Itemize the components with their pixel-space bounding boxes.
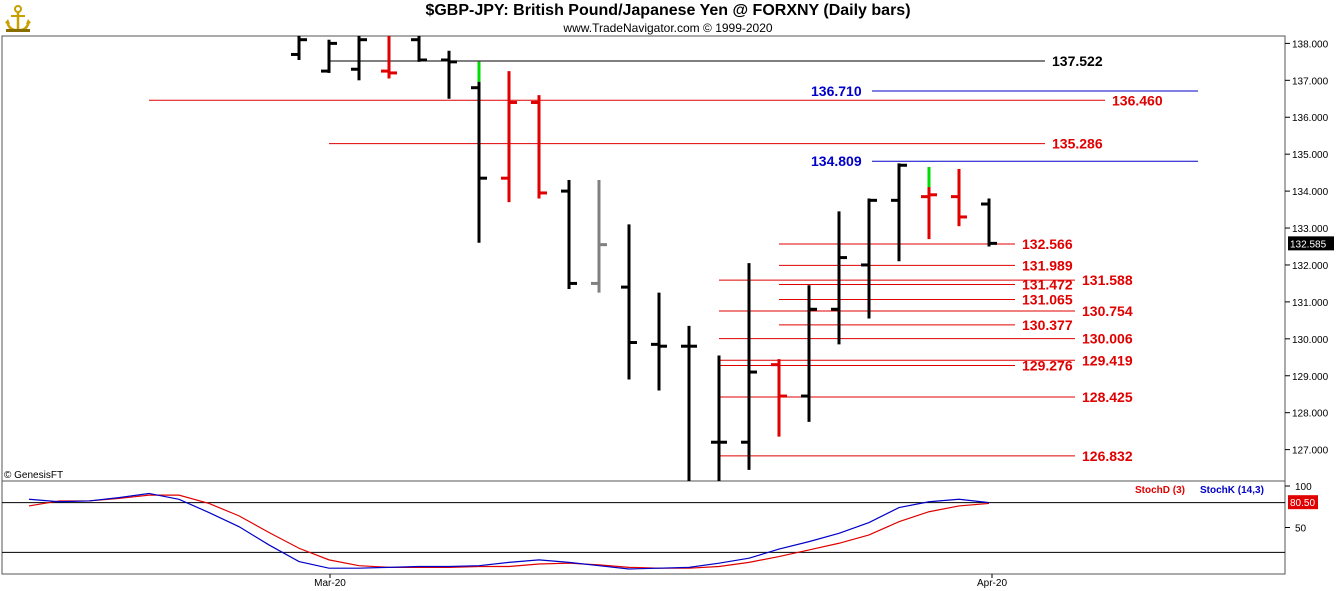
level-label: 131.588 xyxy=(1082,272,1133,288)
last-price-label: 132.585 xyxy=(1290,239,1327,250)
stoch-y-label: 50 xyxy=(1295,524,1307,535)
stochastic-panel: 100 50 80.50 StochD (3) StochK (14,3) xyxy=(2,482,1318,570)
date-axis: Mar-20 Apr-20 xyxy=(314,574,1007,589)
y-tick-label: 130.000 xyxy=(1292,335,1329,346)
stoch-last-box xyxy=(1288,495,1318,510)
level-label: 136.710 xyxy=(811,83,862,99)
y-tick-label: 135.000 xyxy=(1292,150,1329,161)
chart-header: $GBP-JPY: British Pound/Japanese Yen @ F… xyxy=(0,0,1336,36)
level-label: 136.460 xyxy=(1112,92,1163,108)
level-label: 130.377 xyxy=(1022,317,1073,333)
x-tick-label: Apr-20 xyxy=(977,578,1007,589)
y-tick-label: 137.000 xyxy=(1292,76,1329,87)
stoch-last-label: 80.50 xyxy=(1290,498,1315,509)
stoch-panel-frame xyxy=(1,480,1286,575)
price-panel-frame xyxy=(1,35,1286,482)
last-price-box xyxy=(1288,236,1334,251)
level-label: 129.276 xyxy=(1022,358,1073,374)
chart-title: $GBP-JPY: British Pound/Japanese Yen @ F… xyxy=(425,2,911,19)
stoch-y-label: 100 xyxy=(1295,482,1312,493)
gold-anchor-logo-icon xyxy=(3,3,33,33)
y-tick-label: 132.000 xyxy=(1292,261,1329,272)
y-tick-label: 127.000 xyxy=(1292,446,1329,457)
y-tick-label: 128.000 xyxy=(1292,409,1329,420)
watermark-text: © GenesisFT xyxy=(4,470,63,481)
y-tick-label: 136.000 xyxy=(1292,113,1329,124)
level-label: 132.566 xyxy=(1022,236,1073,252)
legend-stoch-d: StochD (3) xyxy=(1135,485,1185,496)
price-axis: 127.000 128.000 129.000 130.000 131.000 132.0… xyxy=(1285,39,1334,457)
level-label: 129.419 xyxy=(1082,352,1133,368)
level-label: 135.286 xyxy=(1052,136,1103,152)
level-label: 130.006 xyxy=(1082,331,1133,347)
y-tick-label: 134.000 xyxy=(1292,187,1329,198)
stoch-k-line xyxy=(28,492,990,570)
y-tick-label: 131.000 xyxy=(1292,298,1329,309)
level-label: 130.754 xyxy=(1082,303,1133,319)
price-bars xyxy=(291,36,997,481)
y-tick-label: 138.000 xyxy=(1292,39,1329,50)
level-label: 131.065 xyxy=(1022,291,1073,307)
level-label: 137.522 xyxy=(1052,53,1103,69)
level-label: 131.989 xyxy=(1022,257,1073,273)
level-label: 126.832 xyxy=(1082,448,1133,464)
chart-subtitle: www.TradeNavigator.com © 1999-2020 xyxy=(563,21,773,35)
y-tick-label: 133.000 xyxy=(1292,224,1329,235)
level-label: 131.472 xyxy=(1022,276,1073,292)
y-tick-label: 129.000 xyxy=(1292,372,1329,383)
level-label: 134.809 xyxy=(811,153,862,169)
level-label: 128.425 xyxy=(1082,389,1133,405)
legend-stoch-k: StochK (14,3) xyxy=(1200,485,1264,496)
price-levels: 137.522 136.710 136.460 135.286 134.809 132.5… xyxy=(149,53,1198,464)
x-tick-label: Mar-20 xyxy=(314,578,346,589)
stoch-d-line xyxy=(28,494,990,569)
